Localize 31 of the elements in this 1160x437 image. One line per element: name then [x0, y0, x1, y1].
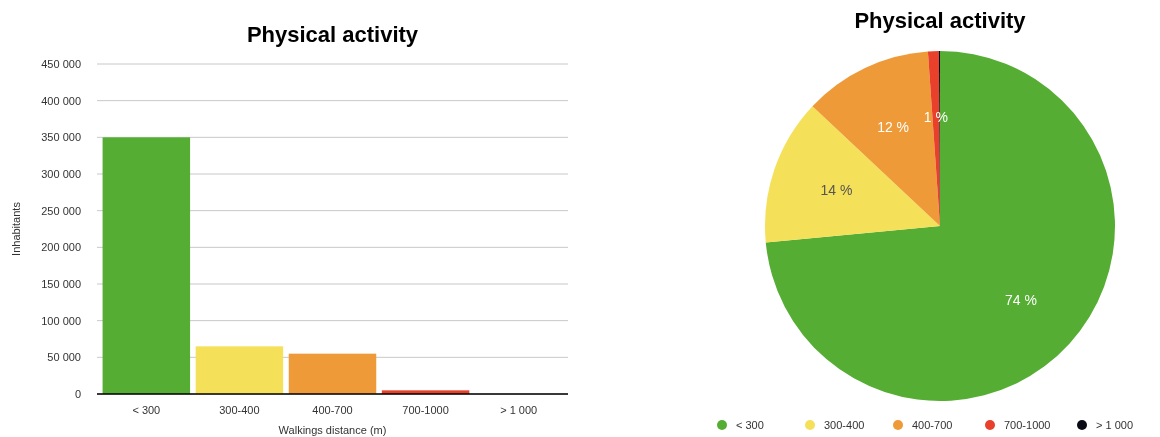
data-label: 12 %: [877, 119, 910, 136]
legend-label: 400-700: [912, 418, 953, 431]
x-tick-label: < 300: [132, 404, 161, 416]
y-tick-label: 200 000: [41, 241, 81, 254]
x-tick-label: > 1 000: [500, 404, 538, 416]
bar: [195, 346, 284, 394]
y-tick-label: 450 000: [41, 57, 81, 70]
y-tick-label: 350 000: [41, 131, 81, 144]
y-tick-label: 50 000: [47, 351, 81, 364]
y-axis-title: Inhabitants: [10, 201, 22, 256]
data-label: 74 %: [1004, 291, 1037, 308]
y-tick-label: 0: [74, 387, 81, 400]
y-tick-label: 400 000: [41, 94, 81, 107]
legend-label: 700-1000: [1004, 418, 1051, 431]
x-tick-label: 300-400: [219, 404, 260, 416]
y-tick-label: 150 000: [41, 277, 81, 290]
legend-label: > 1 000: [1096, 418, 1134, 431]
legend-label: < 300: [736, 418, 764, 431]
pie-slice: [765, 51, 1115, 401]
x-axis-title: Walkings distance (m): [278, 424, 387, 436]
data-label: 14 %: [820, 182, 853, 199]
bar: [102, 137, 191, 394]
x-tick-label: 700-1000: [402, 404, 449, 416]
legend-label: 300-400: [824, 418, 865, 431]
chart-title: Physical activity: [246, 22, 419, 47]
chart-title: Physical activity: [854, 8, 1027, 33]
x-tick-label: 400-700: [312, 404, 353, 416]
y-tick-label: 300 000: [41, 167, 81, 180]
bar: [288, 353, 377, 394]
y-tick-label: 100 000: [41, 314, 81, 327]
y-tick-label: 250 000: [41, 204, 81, 217]
